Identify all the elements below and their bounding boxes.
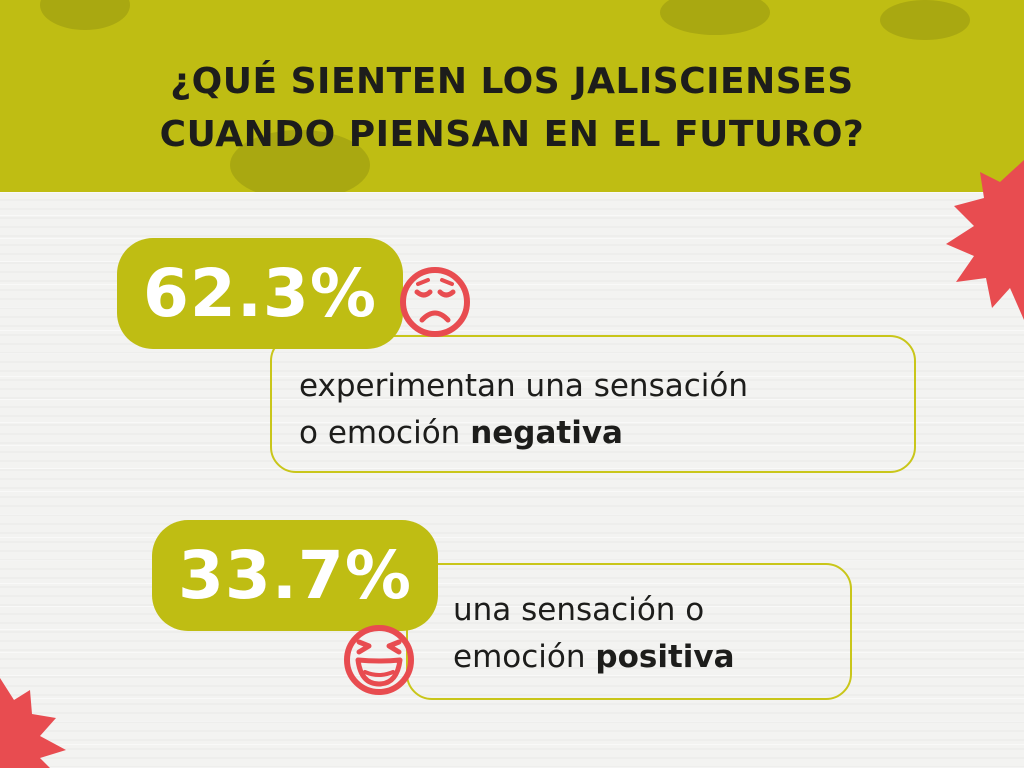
stat-card-positive: una sensación o emoción positiva bbox=[406, 563, 852, 700]
photo-shadow bbox=[880, 0, 970, 40]
photo-shadow bbox=[660, 0, 770, 35]
stat-percent-badge: 33.7% bbox=[152, 520, 438, 631]
stat-text-line-1: experimentan una sensación bbox=[299, 368, 748, 404]
stat-text-prefix: emoción bbox=[453, 639, 596, 675]
stat-text-prefix: o emoción bbox=[299, 415, 471, 451]
laughing-face-icon bbox=[344, 625, 414, 695]
title-line-1: ¿QUÉ SIENTEN LOS JALISCIENSES bbox=[170, 61, 854, 102]
stat-percent-badge: 62.3% bbox=[117, 238, 403, 349]
title-line-2: CUANDO PIENSAN EN EL FUTURO? bbox=[159, 114, 865, 155]
photo-shadow bbox=[230, 130, 370, 192]
stat-emphasis: negativa bbox=[470, 415, 623, 451]
stat-card-negative: experimentan una sensación o emoción neg… bbox=[270, 335, 916, 473]
stat-emphasis: positiva bbox=[595, 639, 735, 675]
stat-text-line-2: emoción positiva bbox=[453, 634, 850, 681]
stat-text-line-2: o emoción negativa bbox=[299, 410, 914, 457]
stat-text-line-1: una sensación o bbox=[453, 592, 705, 628]
header-banner: ¿QUÉ SIENTEN LOS JALISCIENSES CUANDO PIE… bbox=[0, 0, 1024, 192]
photo-shadow bbox=[40, 0, 130, 30]
page-title: ¿QUÉ SIENTEN LOS JALISCIENSES CUANDO PIE… bbox=[0, 55, 1024, 161]
red-burst-icon bbox=[0, 678, 66, 768]
sad-face-icon bbox=[400, 267, 470, 337]
red-burst-icon bbox=[946, 160, 1024, 320]
